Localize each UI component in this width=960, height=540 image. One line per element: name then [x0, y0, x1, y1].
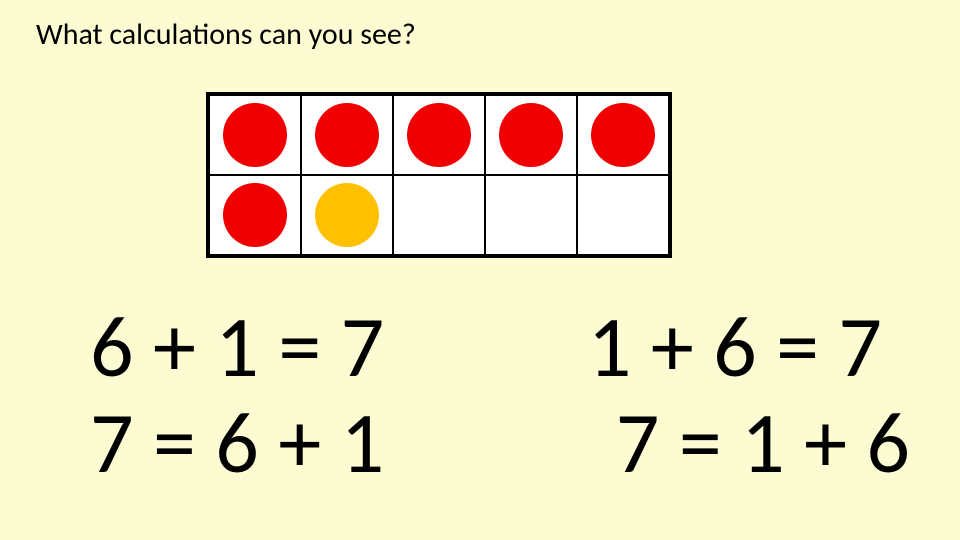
ten-frame-cell: [209, 175, 301, 255]
ten-frame-cell: [209, 95, 301, 175]
equations-right-column: 1 + 6 = 7 7 = 1 + 6: [588, 300, 910, 493]
ten-frame: [206, 92, 672, 258]
counter-dot: [591, 103, 655, 167]
counter-dot: [223, 183, 287, 247]
ten-frame-cell: [577, 175, 669, 255]
equation: 6 + 1 = 7: [90, 300, 384, 396]
equation: 7 = 1 + 6: [588, 396, 910, 492]
equations-area: 6 + 1 = 7 7 = 6 + 1 1 + 6 = 7 7 = 1 + 6: [0, 300, 960, 493]
page-title: What calculations can you see?: [36, 16, 416, 53]
equation: 1 + 6 = 7: [588, 300, 910, 396]
counter-dot: [407, 103, 471, 167]
ten-frame-cell: [393, 175, 485, 255]
counter-dot: [499, 103, 563, 167]
ten-frame-cell: [577, 95, 669, 175]
ten-frame-cell: [301, 95, 393, 175]
ten-frame-grid: [208, 94, 670, 256]
ten-frame-cell: [485, 175, 577, 255]
equations-left-column: 6 + 1 = 7 7 = 6 + 1: [90, 300, 384, 493]
equation: 7 = 6 + 1: [90, 396, 384, 492]
counter-dot: [315, 103, 379, 167]
counter-dot: [315, 183, 379, 247]
ten-frame-cell: [393, 95, 485, 175]
counter-dot: [223, 103, 287, 167]
ten-frame-cell: [485, 95, 577, 175]
ten-frame-cell: [301, 175, 393, 255]
